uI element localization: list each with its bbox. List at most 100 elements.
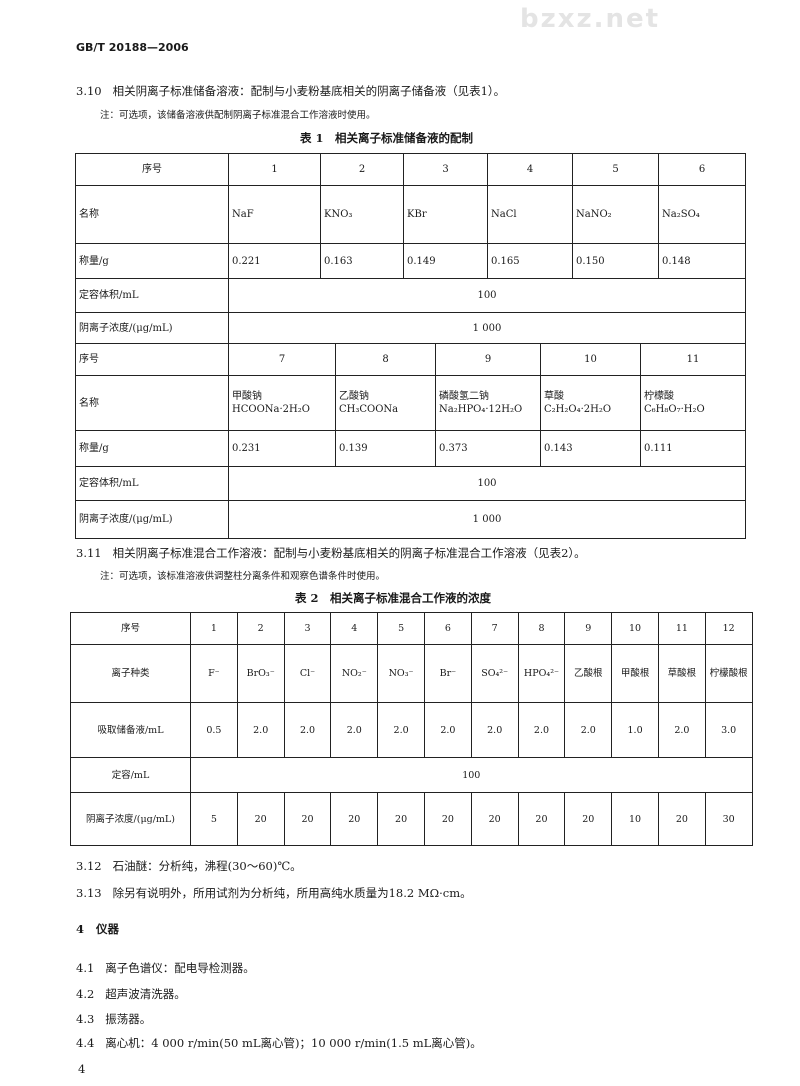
cell-take: 3.0 bbox=[704, 702, 753, 758]
cell: 0.111 bbox=[640, 430, 746, 467]
section-3-10: 3.10 相关阴离子标准储备溶液：配制与小麦粉基底相关的阴离子储备液（见表1）。 bbox=[76, 84, 505, 99]
section-text: 除另有说明外，所用试剂为分析纯，所用高纯水质量为18.2 MΩ·cm。 bbox=[112, 886, 472, 900]
section-4-3: 4.3 振荡器。 bbox=[76, 1012, 151, 1027]
cell-ion: NO₂⁻ bbox=[330, 644, 379, 703]
label-mass: 称量/g bbox=[75, 430, 229, 467]
cell-conc: 20 bbox=[236, 792, 285, 846]
section-text: 仪器 bbox=[96, 922, 120, 936]
cell-conc: 5 bbox=[190, 792, 238, 846]
cell: NaNO₂ bbox=[572, 185, 659, 244]
table-row: 定容体积/mL 100 bbox=[75, 278, 746, 313]
cell: 磷酸氢二钠 Na₂HPO₄·12H₂O bbox=[435, 375, 541, 431]
cell: 乙酸钠 CH₃COONa bbox=[335, 375, 436, 431]
table-row: 序号 7 8 9 10 11 bbox=[75, 343, 746, 376]
label-mass: 称量/g bbox=[75, 243, 229, 279]
table-row: 名称 甲酸钠 HCOONa·2H₂O 乙酸钠 CH₃COONa 磷酸氢二钠 Na₂HP… bbox=[75, 375, 746, 431]
cell-no: 9 bbox=[564, 612, 613, 645]
cell-take: 2.0 bbox=[283, 702, 332, 758]
cell: 100 bbox=[190, 757, 753, 793]
cell: 草酸 C₂H₂O₄·2H₂O bbox=[540, 375, 641, 431]
cell: 0.150 bbox=[572, 243, 659, 279]
cell-ion: NO₃⁻ bbox=[377, 644, 425, 703]
cell-ion: F⁻ bbox=[190, 644, 238, 703]
section-number: 4.4 bbox=[76, 1036, 95, 1050]
compound-formula: C₆H₈O₇·H₂O bbox=[644, 404, 705, 415]
section-text: 相关阴离子标准混合工作溶液：配制与小麦粉基底相关的阴离子标准混合工作溶液（见表2… bbox=[112, 546, 586, 560]
cell: KNO₃ bbox=[320, 185, 404, 244]
section-4-1: 4.1 离子色谱仪：配电导检测器。 bbox=[76, 961, 255, 976]
compound-name: 柠檬酸 bbox=[644, 391, 674, 402]
cell: 2 bbox=[320, 153, 404, 186]
cell: 100 bbox=[228, 466, 746, 501]
section-text: 振荡器。 bbox=[105, 1012, 152, 1026]
section-4-heading: 4 仪器 bbox=[76, 922, 119, 937]
cell: NaF bbox=[228, 185, 321, 244]
cell: 1 000 bbox=[228, 312, 746, 344]
table-row: 定容/mL 100 bbox=[70, 757, 753, 793]
cell-no: 4 bbox=[330, 612, 379, 645]
cell-take: 1.0 bbox=[611, 702, 659, 758]
cell: 0.139 bbox=[335, 430, 436, 467]
cell: 3 bbox=[403, 153, 488, 186]
table-row: 离子种类 F⁻ BrO₃⁻ Cl⁻ NO₂⁻ NO₃⁻ Br⁻ SO₄²⁻ HPO₄²⁻ 乙酸根甲… bbox=[70, 644, 753, 703]
cell-conc: 20 bbox=[517, 792, 566, 846]
cell: 0.148 bbox=[658, 243, 746, 279]
note-3-11: 注：可选项，该标准溶液供调整柱分离条件和观察色谱条件时使用。 bbox=[100, 571, 386, 582]
cell-no: 2 bbox=[236, 612, 285, 645]
label-no: 序号 bbox=[70, 612, 191, 645]
compound-name: 草酸 bbox=[544, 391, 564, 402]
section-3-12: 3.12 石油醚：分析纯，沸程(30～60)℃。 bbox=[76, 859, 302, 874]
cell-no: 7 bbox=[470, 612, 519, 645]
table-row: 阴离子浓度/(μg/mL) 1 000 bbox=[75, 312, 746, 344]
cell-conc: 20 bbox=[564, 792, 613, 846]
table-1-part-2: 序号 7 8 9 10 11 名称 甲酸钠 HCOONa·2H₂O 乙酸钠 CH₃C… bbox=[75, 343, 746, 539]
cell: 0.221 bbox=[228, 243, 321, 279]
table-row: 阴离子浓度/(μg/mL) 1 000 bbox=[75, 500, 746, 539]
cell: 0.231 bbox=[228, 430, 336, 467]
compound-name: 甲酸钠 bbox=[232, 391, 262, 402]
label-volume: 定容体积/mL bbox=[75, 278, 229, 313]
cell-conc: 20 bbox=[377, 792, 425, 846]
label-volume: 定容体积/mL bbox=[75, 466, 229, 501]
cell: NaCl bbox=[487, 185, 573, 244]
cell-take: 0.5 bbox=[190, 702, 238, 758]
table-row: 称量/g 0.231 0.139 0.373 0.143 0.111 bbox=[75, 430, 746, 467]
standard-header: GB/T 20188—2006 bbox=[76, 41, 189, 54]
section-text: 相关阴离子标准储备溶液：配制与小麦粉基底相关的阴离子储备液（见表1）。 bbox=[112, 84, 506, 98]
cell-ion: Br⁻ bbox=[423, 644, 472, 703]
table-row: 定容体积/mL 100 bbox=[75, 466, 746, 501]
table-row: 序号 1 2 3 4 5 6 7 8 9 10 11 12 bbox=[70, 612, 753, 645]
label-take: 吸取储备液/mL bbox=[70, 702, 191, 758]
table-row: 序号 1 2 3 4 5 6 bbox=[75, 153, 746, 186]
cell: 100 bbox=[228, 278, 746, 313]
cell: 0.149 bbox=[403, 243, 488, 279]
compound-formula: CH₃COONa bbox=[339, 404, 399, 415]
label-volume: 定容/mL bbox=[70, 757, 191, 793]
section-number: 4.2 bbox=[76, 987, 95, 1001]
section-4-2: 4.2 超声波清洗器。 bbox=[76, 987, 186, 1002]
table1-caption: 表 1 相关离子标准储备液的配制 bbox=[300, 131, 474, 145]
cell: Na₂SO₄ bbox=[658, 185, 746, 244]
cell: 6 bbox=[658, 153, 746, 186]
compound-name: 乙酸钠 bbox=[339, 391, 369, 402]
label-no: 序号 bbox=[75, 343, 229, 376]
cell-ion: HPO₄²⁻ bbox=[517, 644, 566, 703]
compound-name: 磷酸氢二钠 bbox=[439, 391, 489, 402]
cell: 5 bbox=[572, 153, 659, 186]
label-conc: 阴离子浓度/(μg/mL) bbox=[70, 792, 191, 846]
label-conc: 阴离子浓度/(μg/mL) bbox=[75, 312, 229, 344]
cell-take: 2.0 bbox=[236, 702, 285, 758]
section-number: 3.10 bbox=[76, 84, 102, 98]
section-text: 离心机：4 000 r/min(50 mL离心管)；10 000 r/min(1… bbox=[105, 1036, 482, 1050]
table-row: 名称 NaF KNO₃ KBr NaCl NaNO₂ Na₂SO₄ bbox=[75, 185, 746, 244]
section-number: 4.1 bbox=[76, 961, 95, 975]
section-3-13: 3.13 除另有说明外，所用试剂为分析纯，所用高纯水质量为18.2 MΩ·cm。 bbox=[76, 886, 472, 901]
cell: 柠檬酸 C₆H₈O₇·H₂O bbox=[640, 375, 746, 431]
section-number: 3.13 bbox=[76, 886, 102, 900]
section-number: 4.3 bbox=[76, 1012, 95, 1026]
cell-conc: 10 bbox=[611, 792, 659, 846]
table-1: 序号 1 2 3 4 5 6 名称 NaF KNO₃ KBr NaCl NaNO… bbox=[75, 153, 746, 344]
cell-no: 1 bbox=[190, 612, 238, 645]
cell: 1 000 bbox=[228, 500, 746, 539]
table2-caption: 表 2 相关离子标准混合工作液的浓度 bbox=[295, 591, 492, 605]
